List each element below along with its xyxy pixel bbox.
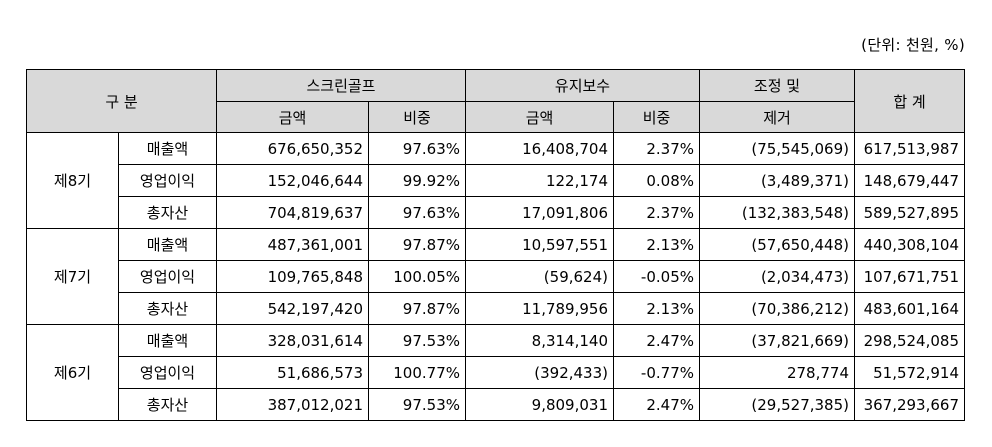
- row-item-label: 영업이익: [118, 260, 217, 293]
- header-mt-ratio: 비중: [613, 101, 700, 133]
- table-row: 제6기 매출액 328,031,614 97.53% 8,314,140 2.47% (37…: [26, 324, 965, 421]
- cell-maintenance-ratio: 2.13%: [613, 228, 700, 261]
- cell-maintenance-ratio: 2.47%: [613, 324, 700, 357]
- cell-screen-golf-amount: 387,012,021: [216, 388, 369, 421]
- cell-total: 51,572,914: [854, 356, 965, 389]
- cell-screen-golf-ratio: 100.05%: [368, 260, 466, 293]
- row-item-label: 매출액: [118, 132, 217, 165]
- period-label: 제7기: [26, 228, 119, 325]
- cell-total: 617,513,987: [854, 132, 965, 165]
- cell-adjustment: 278,774: [699, 356, 855, 389]
- unit-note: (단위: 천원, %): [861, 36, 965, 54]
- table-row: 제8기 매출액 676,650,352 97.63% 16,408,704 2.37% (7…: [26, 132, 965, 229]
- cell-adjustment: (2,034,473): [699, 260, 855, 293]
- row-item-label: 총자산: [118, 196, 217, 229]
- cell-screen-golf-amount: 152,046,644: [216, 164, 369, 197]
- cell-total: 367,293,667: [854, 388, 965, 421]
- cell-maintenance-ratio: 0.08%: [613, 164, 700, 197]
- segment-table: 구 분 스크린골프 유지보수 조정 및 합 계 금액 비중 금액 비중 제거 제…: [26, 69, 965, 421]
- cell-total: 298,524,085: [854, 324, 965, 357]
- header-sg-ratio: 비중: [368, 101, 466, 133]
- period-label: 제8기: [26, 132, 119, 229]
- header-category: 구 분: [26, 69, 217, 133]
- table-row: 영업이익 152,046,644 99.92% 122,174 0.08% (3,489,…: [27, 164, 965, 197]
- cell-adjustment: (29,527,385): [699, 388, 855, 421]
- cell-total: 148,679,447: [854, 164, 965, 197]
- row-item-label: 매출액: [118, 228, 217, 261]
- cell-screen-golf-ratio: 97.63%: [368, 132, 466, 165]
- table-row: 총자산 704,819,637 97.63% 17,091,806 2.37% (132,…: [27, 196, 965, 229]
- row-item-label: 매출액: [118, 324, 217, 357]
- row-item-label: 총자산: [118, 292, 217, 325]
- cell-adjustment: (132,383,548): [699, 196, 855, 229]
- cell-maintenance-amount: 11,789,956: [465, 292, 614, 325]
- table-header: 구 분 스크린골프 유지보수 조정 및 합 계 금액 비중 금액 비중 제거: [26, 69, 965, 133]
- header-adjustment-line1: 조정 및: [699, 69, 855, 102]
- cell-screen-golf-amount: 704,819,637: [216, 196, 369, 229]
- cell-screen-golf-amount: 542,197,420: [216, 292, 369, 325]
- cell-total: 589,527,895: [854, 196, 965, 229]
- header-screen-golf: 스크린골프: [216, 69, 466, 102]
- cell-maintenance-amount: (392,433): [465, 356, 614, 389]
- cell-screen-golf-ratio: 97.87%: [368, 228, 466, 261]
- header-sg-amount: 금액: [216, 101, 369, 133]
- cell-maintenance-amount: 9,809,031: [465, 388, 614, 421]
- cell-adjustment: (75,545,069): [699, 132, 855, 165]
- table-body: 제8기 매출액 676,650,352 97.63% 16,408,704 2.37% (7…: [26, 132, 965, 421]
- cell-maintenance-amount: 17,091,806: [465, 196, 614, 229]
- cell-screen-golf-ratio: 97.87%: [368, 292, 466, 325]
- cell-screen-golf-ratio: 97.53%: [368, 388, 466, 421]
- row-item-label: 총자산: [118, 388, 217, 421]
- cell-adjustment: (37,821,669): [699, 324, 855, 357]
- header-adjustment-line2: 제거: [699, 101, 855, 133]
- cell-maintenance-amount: 10,597,551: [465, 228, 614, 261]
- cell-maintenance-ratio: 2.37%: [613, 132, 700, 165]
- cell-screen-golf-amount: 328,031,614: [216, 324, 369, 357]
- cell-maintenance-ratio: 2.13%: [613, 292, 700, 325]
- cell-maintenance-ratio: -0.77%: [613, 356, 700, 389]
- cell-adjustment: (3,489,371): [699, 164, 855, 197]
- row-item-label: 영업이익: [118, 164, 217, 197]
- cell-screen-golf-ratio: 100.77%: [368, 356, 466, 389]
- table-row: 총자산 387,012,021 97.53% 9,809,031 2.47% (29,52…: [27, 388, 965, 421]
- cell-maintenance-amount: 122,174: [465, 164, 614, 197]
- cell-maintenance-ratio: -0.05%: [613, 260, 700, 293]
- cell-screen-golf-amount: 109,765,848: [216, 260, 369, 293]
- header-mt-amount: 금액: [465, 101, 614, 133]
- table-row: 영업이익 51,686,573 100.77% (392,433) -0.77% 278,…: [27, 356, 965, 389]
- period-label: 제6기: [26, 324, 119, 421]
- cell-screen-golf-amount: 676,650,352: [216, 132, 369, 165]
- cell-screen-golf-ratio: 97.63%: [368, 196, 466, 229]
- table-row: 제7기 매출액 487,361,001 97.87% 10,597,551 2.13% (5…: [26, 228, 965, 325]
- cell-maintenance-amount: 8,314,140: [465, 324, 614, 357]
- cell-screen-golf-amount: 51,686,573: [216, 356, 369, 389]
- cell-total: 107,671,751: [854, 260, 965, 293]
- row-item-label: 영업이익: [118, 356, 217, 389]
- cell-total: 483,601,164: [854, 292, 965, 325]
- cell-maintenance-ratio: 2.47%: [613, 388, 700, 421]
- cell-maintenance-amount: 16,408,704: [465, 132, 614, 165]
- table-row: 영업이익 109,765,848 100.05% (59,624) -0.05% (2,0…: [27, 260, 965, 293]
- table-row: 총자산 542,197,420 97.87% 11,789,956 2.13% (70,3…: [27, 292, 965, 325]
- cell-screen-golf-ratio: 99.92%: [368, 164, 466, 197]
- cell-total: 440,308,104: [854, 228, 965, 261]
- cell-maintenance-ratio: 2.37%: [613, 196, 700, 229]
- cell-screen-golf-ratio: 97.53%: [368, 324, 466, 357]
- cell-adjustment: (57,650,448): [699, 228, 855, 261]
- header-total: 합 계: [854, 69, 965, 133]
- cell-adjustment: (70,386,212): [699, 292, 855, 325]
- header-maintenance: 유지보수: [465, 69, 700, 102]
- cell-maintenance-amount: (59,624): [465, 260, 614, 293]
- cell-screen-golf-amount: 487,361,001: [216, 228, 369, 261]
